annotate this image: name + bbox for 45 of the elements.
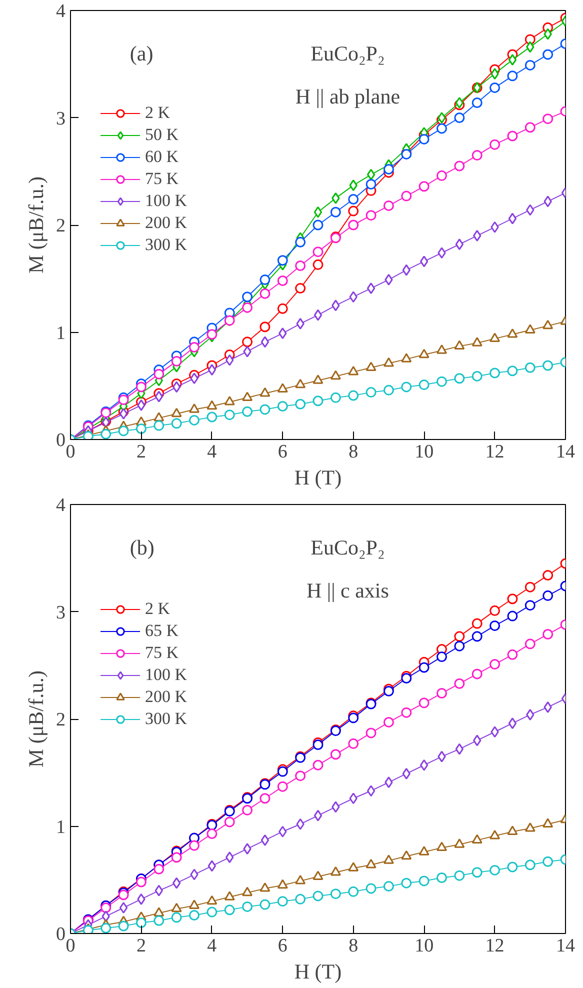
x-tick-label: 6 <box>278 442 288 462</box>
x-tick-label: 2 <box>136 442 146 462</box>
y-tick-label: 2 <box>56 216 66 236</box>
annotation: EuCo₂P₂ <box>310 535 385 560</box>
y-axis-title: M (μB/f.u.) <box>24 670 48 768</box>
legend-label: 300 K <box>145 709 188 729</box>
x-axis-title: H (T) <box>294 466 342 490</box>
legend-label: 50 K <box>145 125 179 145</box>
annotation: EuCo₂P₂ <box>310 41 385 66</box>
legend-label: 65 K <box>145 621 179 641</box>
x-tick-label: 2 <box>136 936 146 956</box>
x-tick-label: 14 <box>556 442 576 462</box>
annotation: H || c axis <box>306 578 389 602</box>
y-tick-label: 1 <box>56 322 66 344</box>
y-tick-label: 1 <box>56 816 66 838</box>
x-tick-label: 14 <box>556 936 576 956</box>
legend-label: 75 K <box>145 169 179 189</box>
legend-label: 100 K <box>145 191 188 211</box>
x-tick-label: 12 <box>485 936 504 956</box>
x-tick-label: 4 <box>207 936 218 956</box>
x-tick-label: 4 <box>207 442 218 462</box>
y-tick-label: 3 <box>56 602 66 624</box>
y-tick-label: 3 <box>56 108 66 130</box>
x-tick-label: 8 <box>348 442 358 462</box>
legend-label: 2 K <box>145 103 170 123</box>
legend-label: 300 K <box>145 235 188 255</box>
annotation: (b) <box>130 535 154 560</box>
x-tick-label: 10 <box>414 442 434 462</box>
legend-label: 100 K <box>145 665 188 685</box>
annotation: (a) <box>130 41 154 66</box>
y-tick-label: 2 <box>56 710 66 730</box>
legend-label: 2 K <box>145 599 170 619</box>
legend-label: 60 K <box>145 147 179 167</box>
x-tick-label: 6 <box>278 936 288 956</box>
legend-label: 75 K <box>145 643 179 663</box>
legend-label: 200 K <box>145 687 188 707</box>
x-tick-label: 8 <box>348 936 358 956</box>
x-tick-label: 10 <box>414 936 434 956</box>
y-tick-label: 4 <box>56 1 66 22</box>
legend-label: 200 K <box>145 213 188 233</box>
annotation: H || ab plane <box>295 84 400 108</box>
x-axis-title: H (T) <box>294 960 342 984</box>
y-axis-title: M (μB/f.u.) <box>24 176 48 274</box>
x-tick-label: 12 <box>485 442 504 462</box>
y-tick-label: 4 <box>56 495 66 516</box>
